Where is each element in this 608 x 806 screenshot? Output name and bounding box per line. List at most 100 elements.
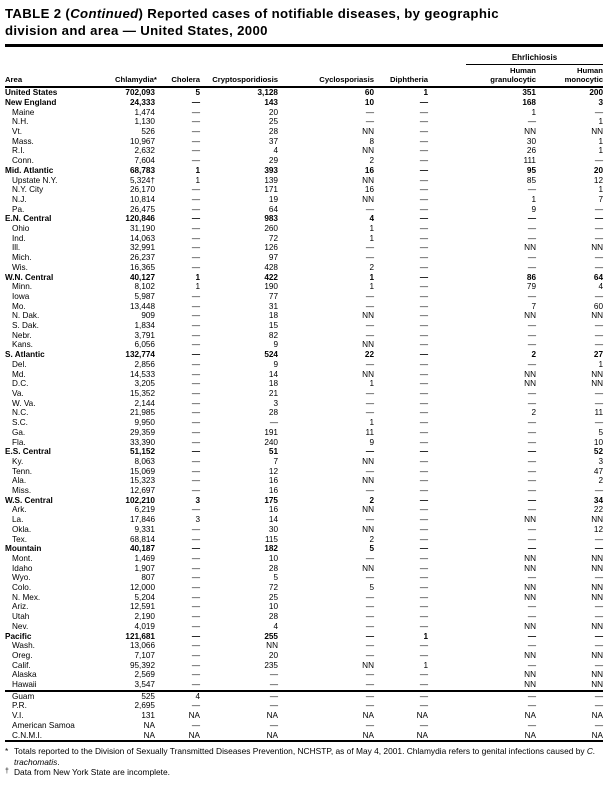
table-row: P.R. 2,695 — — — — — — (5, 701, 603, 711)
value-cell: 6,056 (134, 340, 156, 350)
value-cell: NA (362, 730, 374, 740)
area-cell: E.N. Central (5, 214, 52, 224)
value-cell: 2,190 (134, 612, 156, 622)
value-cell: — (527, 631, 536, 641)
value-cell: 11 (594, 408, 604, 418)
value-cell: NN (362, 369, 374, 379)
value-cell: — (365, 398, 374, 408)
value-cell: 12,697 (129, 486, 155, 496)
area-cell: Hawaii (12, 680, 37, 690)
value-cell: 132,774 (125, 350, 155, 360)
value-cell: 111 (523, 156, 536, 166)
value-cell: 7,107 (134, 650, 156, 660)
area-cell: C.N.M.I. (12, 730, 43, 740)
value-cell: 64 (268, 204, 278, 214)
value-cell: 40,127 (129, 272, 155, 282)
value-cell: 200 (589, 88, 604, 98)
value-cell: 2 (531, 350, 536, 360)
value-cell: NN (524, 563, 536, 573)
value-cell: 14 (268, 369, 278, 379)
value-cell: — (419, 350, 428, 360)
table-row: Del. 2,856 — 9 — — — 1 (5, 360, 603, 370)
value-cell: 2 (369, 262, 374, 272)
table-row: N.Y. City 26,170 — 171 16 — — 1 (5, 185, 603, 195)
value-cell: 139 (264, 175, 278, 185)
value-cell: — (365, 330, 374, 340)
area-cell: Mont. (12, 553, 33, 563)
value-cell: — (365, 291, 374, 301)
value-cell: — (527, 330, 536, 340)
value-cell: — (419, 602, 428, 612)
value-cell: 14,533 (129, 369, 155, 379)
area-cell: United States (5, 88, 58, 98)
value-cell: 14 (268, 515, 278, 525)
value-cell: NN (524, 592, 536, 602)
value-cell: 86 (526, 272, 536, 282)
value-cell: 2,632 (134, 146, 156, 156)
value-cell: 5 (273, 573, 278, 583)
value-cell: 51,152 (129, 447, 155, 457)
value-cell: 126 (264, 243, 278, 253)
value-cell: — (365, 553, 374, 563)
value-cell: 28 (268, 563, 278, 573)
value-cell: 5 (598, 427, 604, 437)
value-cell: 12,591 (129, 602, 155, 612)
area-cell: S. Dak. (12, 321, 39, 331)
value-cell: — (527, 720, 536, 730)
value-cell: 4,019 (134, 621, 156, 631)
value-cell: — (191, 369, 200, 379)
value-cell: — (594, 214, 604, 224)
value-cell: NA (524, 730, 536, 740)
value-cell: 2,569 (134, 670, 156, 680)
area-cell: Idaho (12, 563, 33, 573)
area-cell: Tenn. (12, 466, 33, 476)
table-header: Ehrlichiosis Area Chlamydia* Cholera Cry… (5, 50, 604, 89)
value-cell: — (419, 117, 428, 127)
table-row: Kans. 6,056 — 9 NN — — — (5, 340, 603, 350)
value-cell: — (269, 720, 278, 730)
value-cell: 10 (364, 97, 374, 107)
value-cell: NN (524, 311, 536, 321)
value-cell: — (527, 612, 536, 622)
value-cell: 121,681 (125, 631, 155, 641)
value-cell: — (191, 214, 200, 224)
value-cell: 1,834 (134, 321, 156, 331)
value-cell: 131 (141, 711, 155, 721)
value-cell: — (527, 466, 536, 476)
value-cell: — (191, 127, 200, 136)
value-cell: — (419, 359, 428, 369)
value-cell: 3 (195, 495, 200, 505)
value-cell: — (594, 486, 604, 496)
area-cell: R.I. (12, 146, 25, 156)
value-cell: — (191, 456, 200, 466)
value-cell: NN (362, 127, 374, 136)
value-cell: 1 (423, 88, 428, 98)
area-cell: New England (5, 97, 57, 107)
value-cell: 120,846 (125, 214, 155, 224)
value-cell: 9 (273, 359, 278, 369)
footnotes: * Totals reported to the Division of Sexu… (5, 746, 603, 778)
value-cell: 191 (264, 427, 278, 437)
value-cell: — (419, 272, 428, 282)
value-cell: — (428, 689, 536, 702)
area-cell: Ark. (12, 505, 27, 515)
value-cell: — (365, 408, 374, 418)
value-cell: NN (591, 583, 604, 593)
value-cell: — (594, 418, 604, 428)
area-cell: Minn. (12, 282, 33, 292)
value-cell: — (419, 224, 428, 234)
value-cell: — (365, 680, 374, 690)
value-cell: — (527, 456, 536, 466)
table-row: Vt. 526 — 28 NN — NN NN (5, 127, 603, 137)
value-cell: NN (524, 670, 536, 680)
value-cell: — (594, 330, 604, 340)
value-cell: 4 (155, 689, 200, 702)
table-row: Ill. 32,991 — 126 — — NN NN (5, 243, 603, 253)
value-cell: 255 (264, 631, 278, 641)
table-row: Nev. 4,019 — 4 — — NN NN (5, 622, 603, 632)
value-cell: — (419, 456, 428, 466)
value-cell: — (365, 515, 374, 525)
value-cell: — (527, 524, 536, 534)
value-cell: 12 (268, 466, 278, 476)
value-cell: 32,991 (129, 243, 155, 253)
